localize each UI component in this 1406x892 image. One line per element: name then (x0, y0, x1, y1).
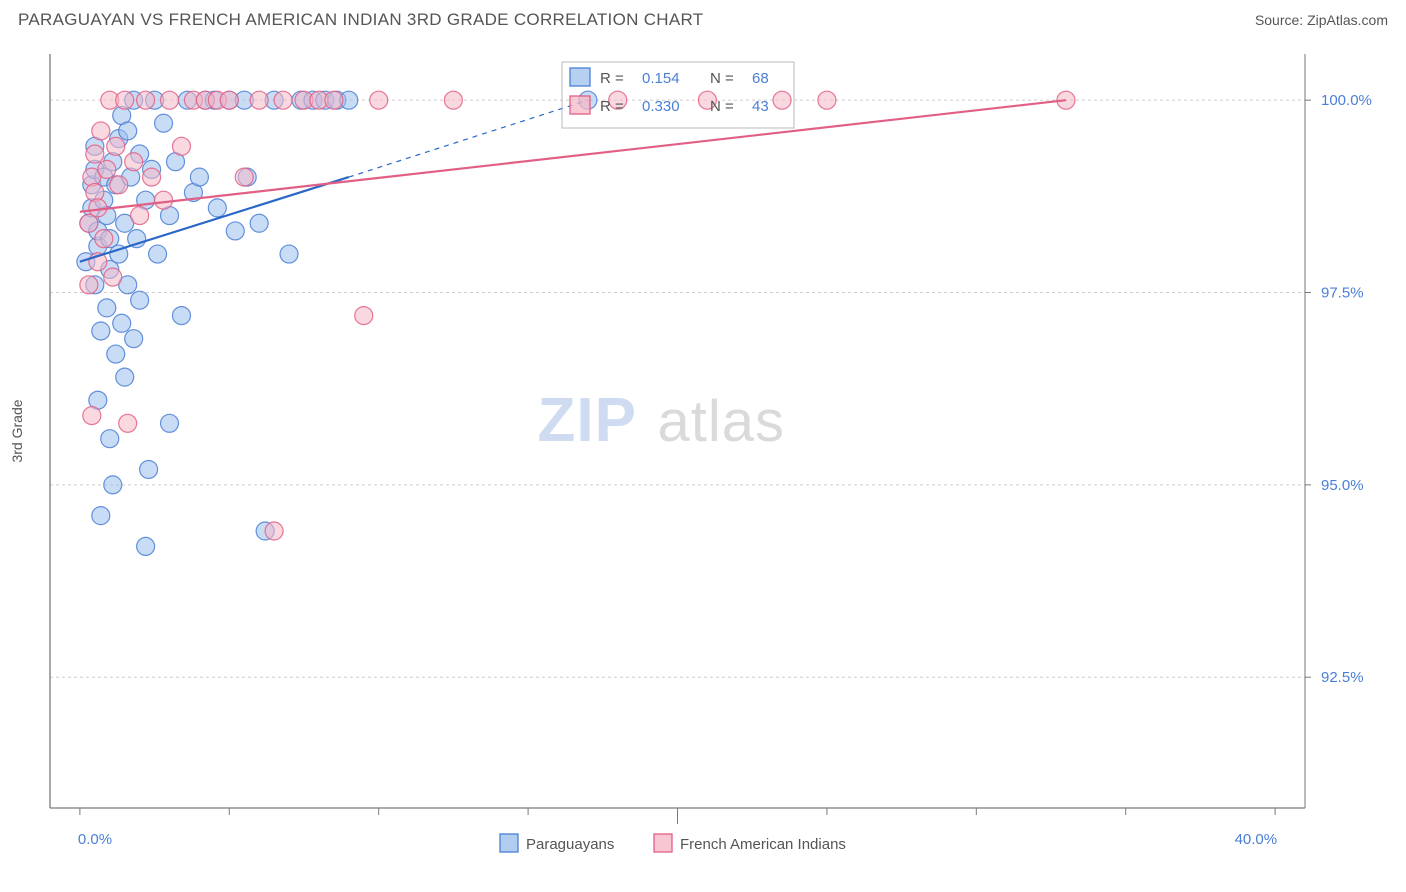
data-point (131, 291, 149, 309)
y-axis-label: 3rd Grade (9, 399, 25, 462)
data-point (125, 330, 143, 348)
data-point (235, 168, 253, 186)
data-point (92, 322, 110, 340)
data-point (172, 137, 190, 155)
data-point (818, 91, 836, 109)
data-point (325, 91, 343, 109)
data-point (92, 507, 110, 525)
data-point (98, 299, 116, 317)
stat-label: N = (710, 70, 734, 87)
data-point (101, 430, 119, 448)
legend-swatch (570, 96, 590, 114)
stat-n-value: 68 (752, 70, 769, 87)
data-point (355, 307, 373, 325)
data-point (444, 91, 462, 109)
data-point (113, 314, 131, 332)
legend-label: French American Indians (680, 836, 846, 853)
stat-label: R = (600, 70, 624, 87)
ytick-label: 97.5% (1321, 285, 1364, 302)
data-point (137, 91, 155, 109)
data-point (83, 407, 101, 425)
data-point (155, 191, 173, 209)
data-point (119, 414, 137, 432)
data-point (161, 414, 179, 432)
stat-n-value: 43 (752, 98, 769, 115)
source-attribution: Source: ZipAtlas.com (1255, 12, 1388, 28)
ytick-label: 95.0% (1321, 477, 1364, 494)
data-point (86, 145, 104, 163)
data-point (92, 122, 110, 140)
data-point (104, 268, 122, 286)
data-point (250, 214, 268, 232)
data-point (107, 137, 125, 155)
data-point (131, 207, 149, 225)
watermark: atlas (658, 389, 786, 454)
data-point (116, 368, 134, 386)
chart-area: 92.5% 95.0% 97.5% 100.0% ZIP atlas 0.0% 40.0% 3r… (0, 38, 1406, 878)
xtick-label: 0.0% (78, 831, 112, 848)
data-point (143, 168, 161, 186)
scatter-chart: 92.5% 95.0% 97.5% 100.0% ZIP atlas 0.0% 40.0% 3r… (0, 38, 1406, 878)
stat-label: N = (710, 98, 734, 115)
watermark: ZIP (538, 386, 637, 455)
data-point (208, 199, 226, 217)
data-point (226, 222, 244, 240)
data-point (220, 91, 238, 109)
stat-label: R = (600, 98, 624, 115)
data-point (370, 91, 388, 109)
data-point (280, 245, 298, 263)
chart-title: PARAGUAYAN VS FRENCH AMERICAN INDIAN 3RD… (18, 10, 703, 30)
data-point (137, 537, 155, 555)
data-point (110, 176, 128, 194)
data-point (140, 460, 158, 478)
legend-swatch (500, 834, 518, 852)
data-point (107, 345, 125, 363)
data-point (149, 245, 167, 263)
data-point (172, 307, 190, 325)
xtick-label: 40.0% (1235, 831, 1278, 848)
data-point (265, 522, 283, 540)
data-point (80, 276, 98, 294)
stat-r-value: 0.330 (642, 98, 680, 115)
data-point (155, 114, 173, 132)
regression-line-dash (349, 100, 588, 177)
title-bar: PARAGUAYAN VS FRENCH AMERICAN INDIAN 3RD… (0, 0, 1406, 38)
regression-line (80, 100, 1066, 212)
data-point (104, 476, 122, 494)
stat-r-value: 0.154 (642, 70, 680, 87)
ytick-label: 100.0% (1321, 92, 1372, 109)
data-point (190, 168, 208, 186)
legend-swatch (654, 834, 672, 852)
data-point (161, 91, 179, 109)
data-point (95, 230, 113, 248)
data-point (250, 91, 268, 109)
data-point (98, 160, 116, 178)
ytick-label: 92.5% (1321, 669, 1364, 686)
legend-swatch (570, 68, 590, 86)
data-point (274, 91, 292, 109)
data-point (116, 91, 134, 109)
data-point (773, 91, 791, 109)
data-point (125, 153, 143, 171)
data-point (119, 122, 137, 140)
legend-label: Paraguayans (526, 836, 614, 853)
